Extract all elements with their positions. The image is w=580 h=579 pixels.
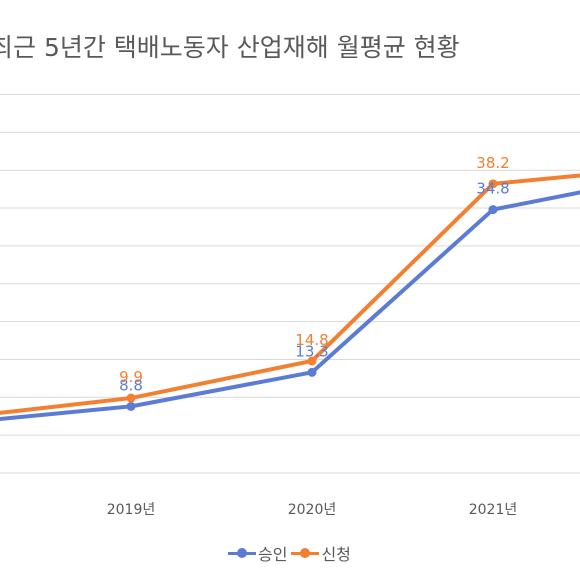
x-tick-label: 2019년: [107, 502, 156, 518]
series-lines: [0, 173, 580, 421]
gridlines: [0, 94, 580, 474]
x-tick-label: 2021년: [469, 502, 518, 518]
chart-title: 최근 5년간 택배노동자 산업재해 월평균 현황: [0, 33, 460, 62]
data-point: [126, 401, 136, 411]
data-label: 14.8: [295, 331, 328, 349]
legend-label-applied: 신청: [321, 545, 351, 564]
legend-item-applied: 신청: [291, 541, 351, 565]
legend: 승인 신청: [228, 541, 351, 565]
data-label: 38.2: [476, 154, 509, 172]
legend-swatch-applied: [291, 547, 320, 559]
data-label: 9.9: [119, 368, 143, 386]
data-point: [488, 179, 498, 189]
x-axis-ticks: 2018년2019년2020년2021년2022년: [107, 502, 518, 518]
data-point: [307, 356, 317, 366]
data-label: 34.8: [476, 180, 509, 198]
data-label: 13.3: [295, 342, 328, 360]
data-point: [126, 393, 136, 403]
x-tick-label: 2020년: [288, 502, 337, 518]
legend-label-approved: 승인: [258, 545, 288, 564]
data-point: [488, 205, 498, 215]
data-label: 8.8: [119, 376, 143, 394]
data-labels: 8.8 13.3 34.8 9.9 14.8 38.2: [119, 154, 510, 395]
series-line-1: [0, 173, 580, 415]
legend-item-approved: 승인: [228, 541, 287, 565]
legend-swatch-approved: [228, 547, 256, 559]
data-point: [307, 367, 317, 377]
